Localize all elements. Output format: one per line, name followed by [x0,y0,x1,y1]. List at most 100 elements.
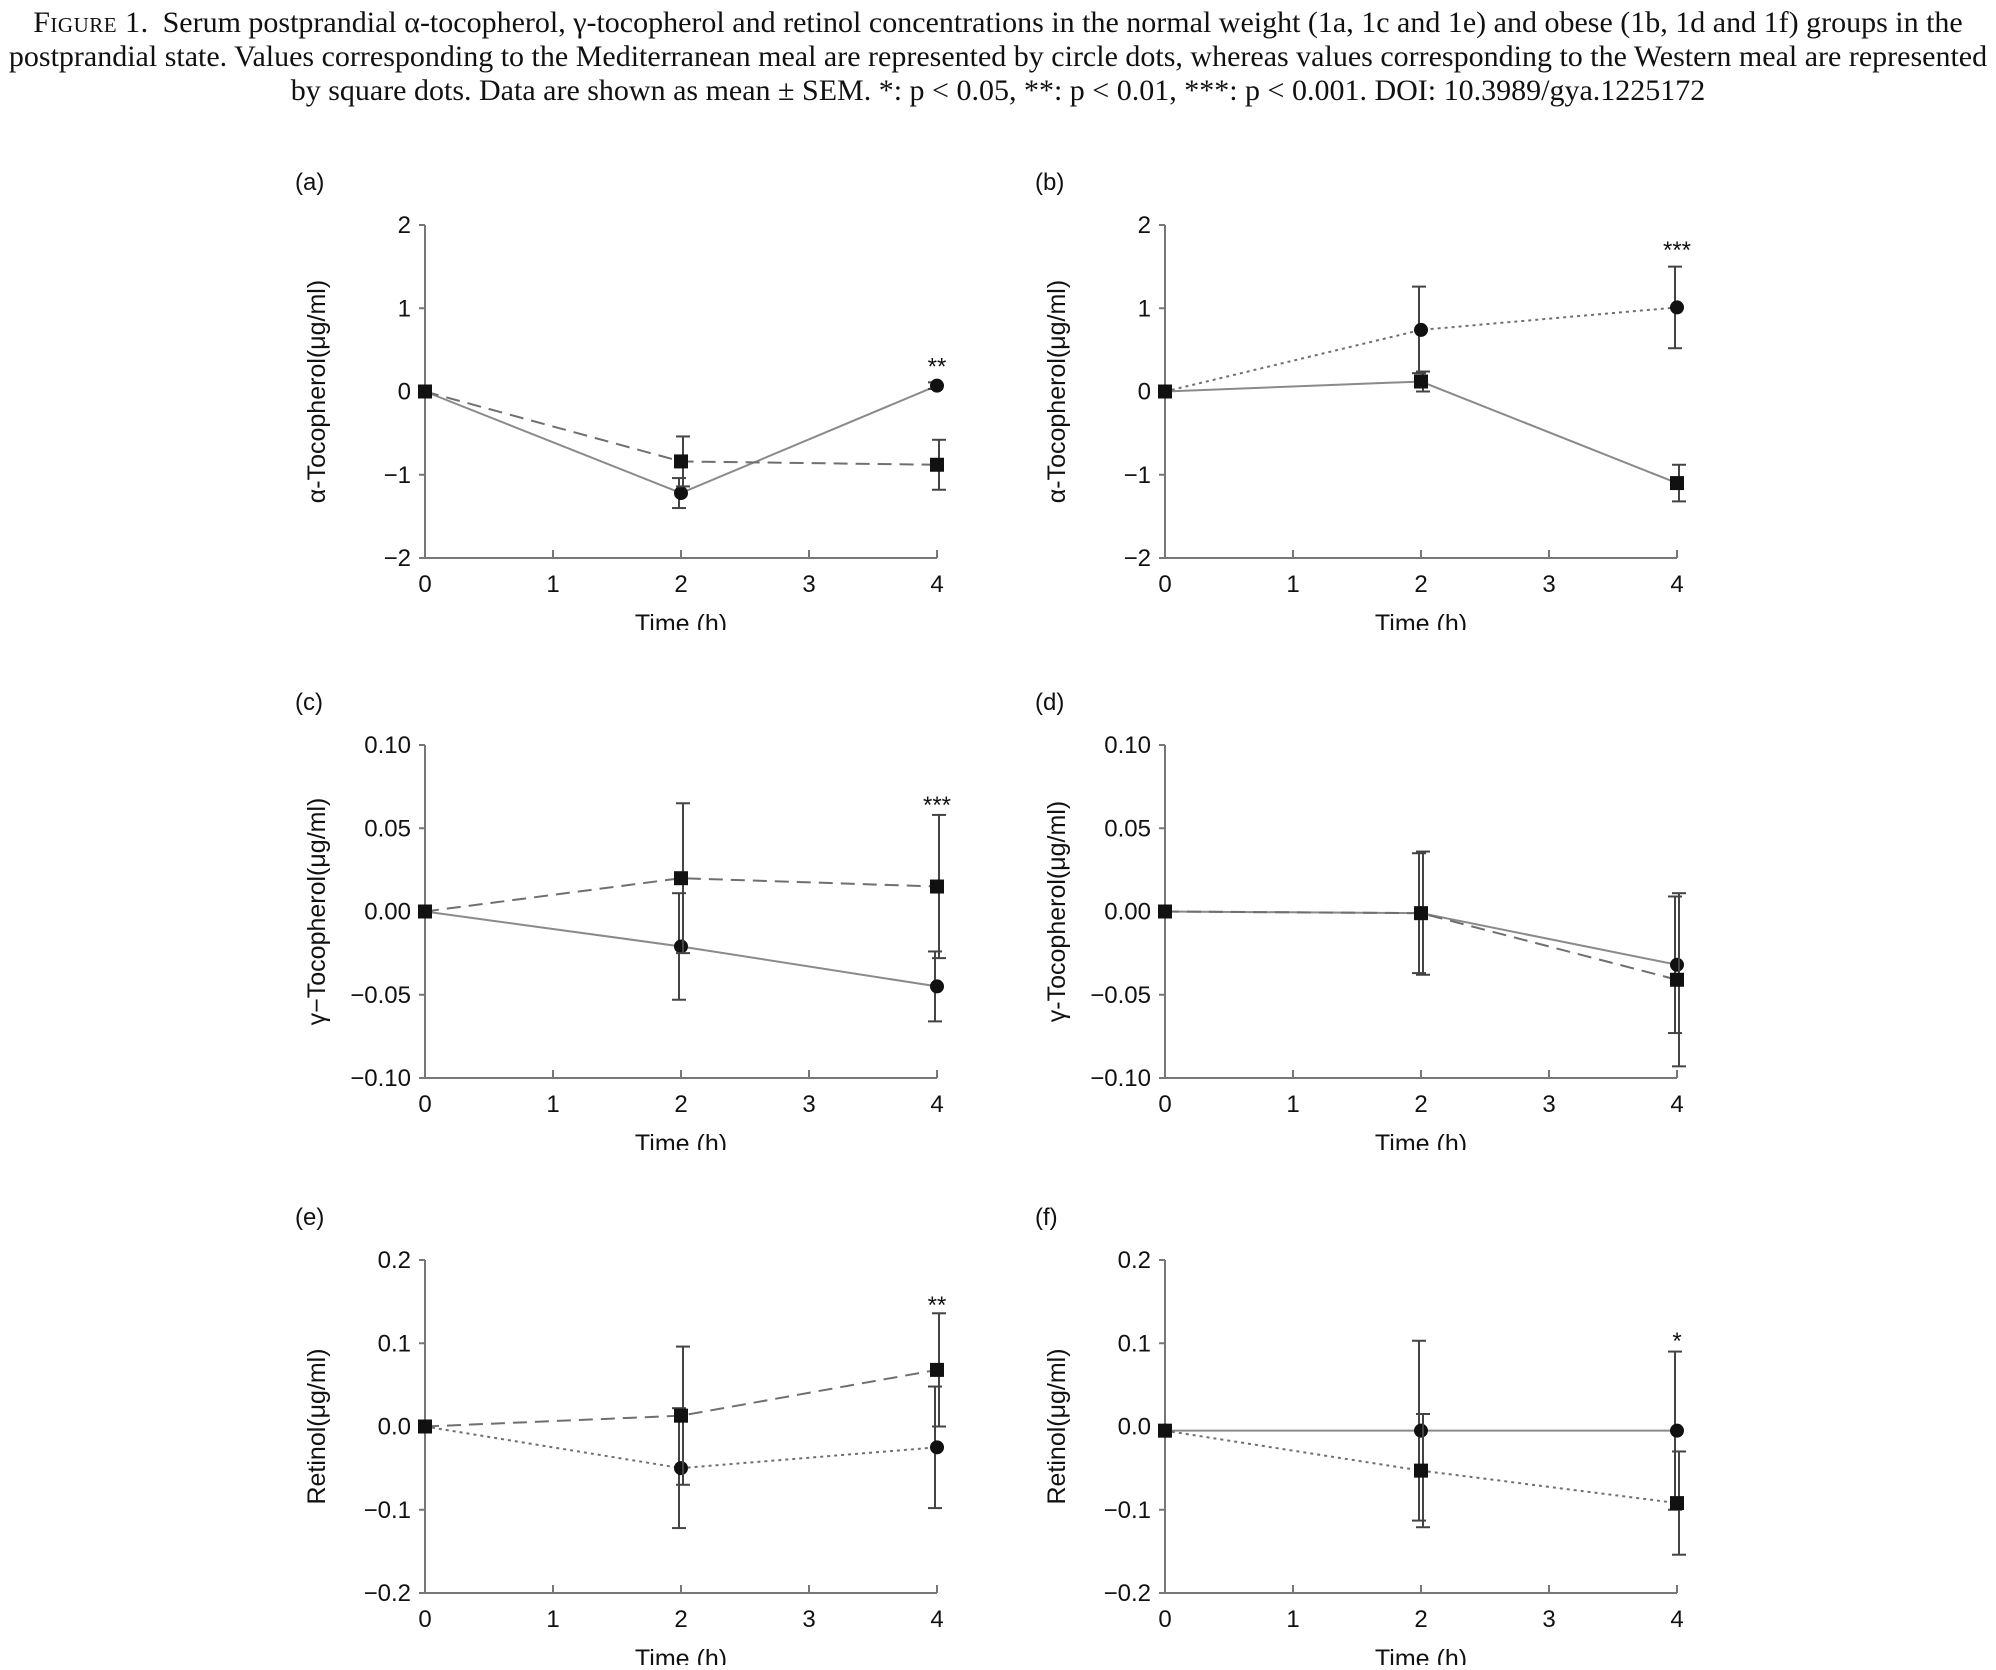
data-point-square [1414,1463,1428,1478]
x-tick-label: 2 [1414,1091,1427,1118]
x-tick-label: 4 [1670,1606,1683,1633]
x-tick-label: 1 [546,1606,559,1633]
data-point-circle [930,979,944,994]
data-point-square [930,457,944,472]
data-point-square [1670,1496,1684,1511]
x-axis-label: Time (h) [1375,610,1467,630]
x-axis-label: Time (h) [635,1130,727,1150]
x-tick-label: 3 [802,1606,815,1633]
significance-marker: ** [928,354,947,381]
panel-label: (c) [295,689,323,716]
y-tick-label: 0.00 [364,899,411,926]
x-axis-label: Time (h) [635,610,727,630]
data-point-square [1414,906,1428,921]
x-tick-label: 3 [802,1091,815,1118]
significance-marker: *** [1663,237,1691,264]
chart-panel-a: (a) −2 −1 0 1 2 0 1 2 3 4 Time (h) α-Tocopherol(μg/m… [270,160,990,630]
y-tick-label: 2 [1138,212,1151,239]
y-tick-label: 0.10 [1104,732,1151,759]
x-tick-label: 3 [802,571,815,598]
figure-label: Figure 1. [33,6,149,39]
chart-svg-d: (d) −0.10 −0.05 0.00 0.05 0.10 0 1 2 3 4 Time (h) γ-… [1035,689,1686,1150]
series-line-square [1164,910,1678,981]
y-tick-label: 0.05 [1104,815,1151,842]
data-point-circle [1670,300,1684,315]
data-point-circle [1414,1423,1428,1438]
significance-marker: ** [928,1292,947,1319]
y-tick-label: 0.00 [1104,899,1151,926]
x-tick-label: 4 [930,1091,943,1118]
y-tick-label: 0.1 [378,1330,411,1357]
data-point-square [1414,374,1428,389]
y-tick-label: 0.2 [1118,1247,1151,1274]
x-tick-label: 3 [1542,1606,1555,1633]
panel-label: (b) [1035,169,1064,196]
data-point-circle [1670,1423,1684,1438]
series-line-square [424,1368,938,1428]
data-point-square [1670,476,1684,491]
data-point-circle [674,1461,688,1476]
y-tick-label: 2 [398,212,411,239]
y-tick-label: 1 [1138,295,1151,322]
x-tick-label: 3 [1542,571,1555,598]
chart-panel-b: (b) −2 −1 0 1 2 0 1 2 3 4 Time (h) α-Tocopherol(μg/m… [1010,160,1730,630]
series-line-square [424,390,938,466]
series-line-square [424,877,938,913]
x-tick-label: 0 [418,571,431,598]
data-point-square [930,879,944,894]
x-tick-label: 0 [1158,1606,1171,1633]
y-tick-label: −0.2 [364,1580,411,1607]
x-tick-label: 2 [1414,1606,1427,1633]
figure-caption: Figure 1. Serum postprandial α-tocopherol… [0,6,1996,108]
x-tick-label: 4 [930,1606,943,1633]
y-tick-label: 0.1 [1118,1330,1151,1357]
x-tick-label: 1 [1286,1606,1299,1633]
data-point-square [1158,384,1172,399]
y-tick-label: −1 [1124,462,1151,489]
data-point-square [418,384,432,399]
data-point-square [674,1408,688,1423]
y-tick-label: −0.1 [1104,1497,1151,1524]
y-tick-label: 0.0 [378,1414,411,1441]
x-tick-label: 0 [1158,1091,1171,1118]
figure-caption-text: Serum postprandial α-tocopherol, γ-tocop… [8,6,1988,107]
chart-panel-f: (f) −0.2 −0.1 0.0 0.1 0.2 0 1 2 3 4 Time (h) Retinol… [1010,1195,1730,1665]
data-point-circle [1414,322,1428,337]
x-tick-label: 0 [418,1606,431,1633]
chart-svg-a: (a) −2 −1 0 1 2 0 1 2 3 4 Time (h) α-Tocopherol(μg/m… [295,169,947,630]
data-point-circle [674,939,688,954]
y-axis-label: γ-Tocopherol(μg/ml) [1043,801,1071,1022]
chart-panel-c: (c) −0.10 −0.05 0.00 0.05 0.10 0 1 2 3 4 Time (h) γ−… [270,680,990,1150]
data-point-circle [674,486,688,501]
y-tick-label: −0.2 [1104,1580,1151,1607]
significance-marker: * [1672,1328,1681,1355]
data-point-circle [1670,957,1684,972]
chart-svg-e: (e) −0.2 −0.1 0.0 0.1 0.2 0 1 2 3 4 Time (h) Retinol… [295,1204,947,1665]
y-tick-label: 0.2 [378,1247,411,1274]
series-line-circle [1164,306,1678,393]
y-tick-label: −2 [1124,545,1151,572]
x-tick-label: 0 [1158,571,1171,598]
x-tick-label: 0 [418,1091,431,1118]
y-axis-label: γ−Tocopherol(μg/ml) [303,798,331,1026]
chart-svg-f: (f) −0.2 −0.1 0.0 0.1 0.2 0 1 2 3 4 Time (h) Retinol… [1035,1204,1686,1665]
x-tick-label: 3 [1542,1091,1555,1118]
y-axis-label: Retinol(μg/ml) [1043,1348,1071,1504]
series-line-circle [424,384,938,495]
x-tick-label: 4 [1670,1091,1683,1118]
y-tick-label: −0.05 [1090,982,1151,1009]
y-tick-label: 0 [1138,379,1151,406]
data-point-square [1158,1423,1172,1438]
y-tick-label: 0.10 [364,732,411,759]
y-tick-label: −1 [384,462,411,489]
data-point-square [1670,972,1684,987]
panel-label: (f) [1035,1204,1058,1231]
x-tick-label: 1 [1286,1091,1299,1118]
y-tick-label: −0.10 [350,1065,411,1092]
x-axis-label: Time (h) [1375,1645,1467,1665]
y-axis-label: Retinol(μg/ml) [303,1348,331,1504]
y-tick-label: −0.05 [350,982,411,1009]
x-tick-label: 1 [546,571,559,598]
data-point-square [930,1362,944,1377]
x-tick-label: 4 [930,571,943,598]
